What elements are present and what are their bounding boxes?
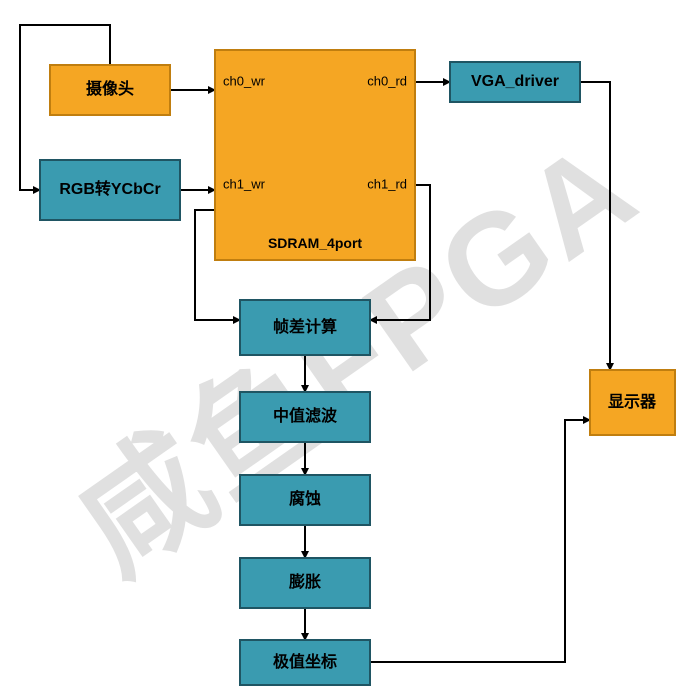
label-dilate: 膨胀 (289, 572, 321, 591)
node-camera: 摄像头 (50, 65, 170, 115)
node-sdram: ch0_wr ch1_wr ch0_rd ch1_rd SDRAM_4port (215, 50, 415, 260)
label-display: 显示器 (608, 393, 657, 411)
node-rgb2ycbcr: RGB转YCbCr (40, 160, 180, 220)
edge-extremum-display (370, 420, 590, 662)
label-sdram: SDRAM_4port (268, 235, 362, 251)
node-dilate: 膨胀 (240, 558, 370, 608)
node-vga: VGA_driver (450, 62, 580, 102)
label-camera: 摄像头 (86, 79, 134, 98)
diagram-canvas: 摄像头 RGB转YCbCr ch0_wr ch1_wr ch0_rd ch1_r… (0, 0, 700, 694)
port-ch1-rd: ch1_rd (367, 176, 407, 191)
label-median: 中值滤波 (273, 406, 338, 425)
label-vga: VGA_driver (471, 73, 559, 90)
node-erode: 腐蚀 (240, 475, 370, 525)
label-erode: 腐蚀 (289, 489, 321, 508)
node-framediff: 帧差计算 (240, 300, 370, 355)
node-median: 中值滤波 (240, 392, 370, 442)
label-framediff: 帧差计算 (273, 317, 337, 336)
label-extremum: 极值坐标 (273, 652, 337, 671)
port-ch0-rd: ch0_rd (367, 73, 407, 88)
node-display: 显示器 (590, 370, 675, 435)
node-extremum: 极值坐标 (240, 640, 370, 685)
label-rgb2ycbcr: RGB转YCbCr (59, 179, 160, 198)
port-ch1-wr: ch1_wr (223, 176, 266, 191)
edge-vga-display (580, 82, 610, 370)
port-ch0-wr: ch0_wr (223, 73, 266, 88)
